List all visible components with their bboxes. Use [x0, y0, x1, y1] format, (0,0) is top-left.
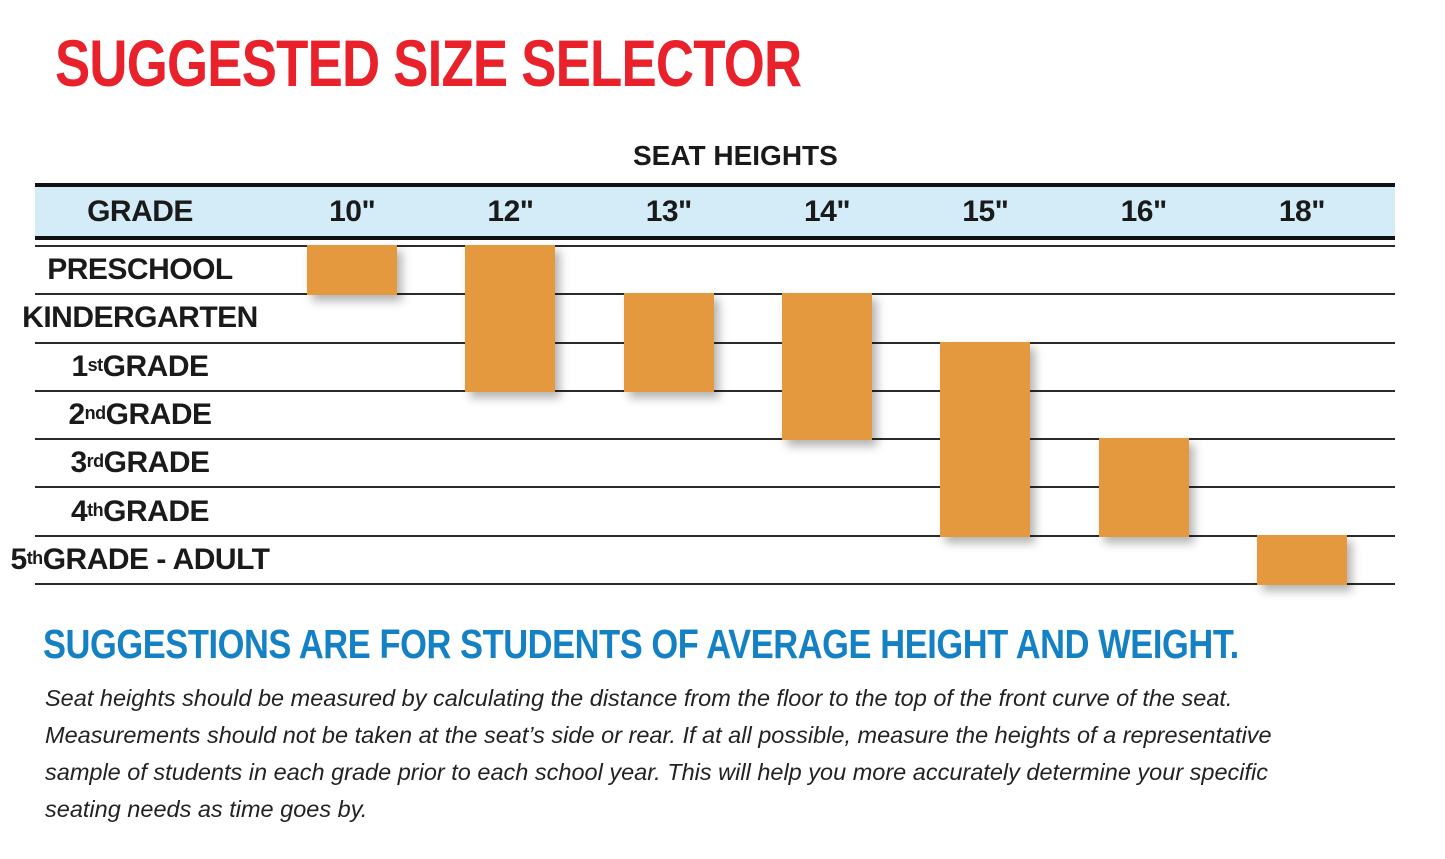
table-row: PRESCHOOL — [35, 247, 1395, 296]
col-header-18in: 18" — [1278, 194, 1326, 228]
suggested-range-bar-15in — [940, 341, 1031, 537]
note-line: sample of students in each grade prior t… — [45, 759, 1269, 785]
grade-label-text: GRADE - ADULT — [42, 542, 270, 576]
grade-label-text: GRADE — [102, 349, 209, 383]
measurement-note: Seat heights should be measured by calcu… — [45, 680, 1272, 828]
note-line: seating needs as time goes by. — [45, 796, 368, 822]
grade-label-text: GRADE — [103, 494, 210, 528]
grade-label-text: GRADE — [105, 398, 212, 432]
table-header-row: GRADE 10" 12" 13" 14" 15" 16" 18" — [35, 183, 1395, 240]
col-header-15in: 15" — [962, 194, 1009, 228]
grade-label: PRESCHOOL — [35, 253, 273, 287]
suggested-range-bar-16in — [1098, 438, 1189, 537]
grade-label-text: GRADE — [103, 446, 210, 480]
grade-label-text: 5 — [10, 542, 28, 576]
col-header-12in: 12" — [487, 194, 534, 228]
grade-label-text: 3 — [70, 446, 87, 480]
seat-heights-label: SEAT HEIGHTS — [633, 140, 838, 171]
note-line: Measurements should not be taken at the … — [45, 722, 1272, 748]
note-line: Seat heights should be measured by calcu… — [45, 685, 1233, 711]
suggested-range-bar-18in — [1256, 534, 1347, 586]
suggested-range-bar-12in — [465, 245, 556, 392]
col-header-14in: 14" — [803, 194, 851, 228]
suggested-range-bar-13in — [623, 293, 714, 392]
suggestions-heading: SUGGESTIONS ARE FOR STUDENTS OF AVERAGE … — [43, 621, 1239, 667]
grade-label-text: 2 — [68, 398, 85, 432]
grade-label-text: PRESCHOOL — [47, 253, 233, 287]
page-title: SUGGESTED SIZE SELECTOR — [55, 26, 802, 100]
col-header-grade: GRADE — [87, 194, 193, 228]
col-header-13in: 13" — [645, 194, 693, 228]
grade-label-text: KINDERGARTEN — [22, 301, 258, 335]
col-header-16in: 16" — [1120, 194, 1168, 228]
grade-label-text: 1 — [71, 349, 88, 383]
suggested-range-bar-10in — [307, 245, 398, 296]
grade-label: KINDERGARTEN — [22, 301, 273, 335]
suggested-range-bar-14in — [782, 293, 873, 441]
grade-label-text: 4 — [70, 494, 88, 528]
size-selector-table: GRADE 10" 12" 13" 14" 15" 16" 18" PRESCHOOL KIND… — [10, 183, 1395, 586]
col-header-10in: 10" — [329, 194, 376, 228]
table-row: KINDERGARTEN — [22, 295, 1395, 344]
